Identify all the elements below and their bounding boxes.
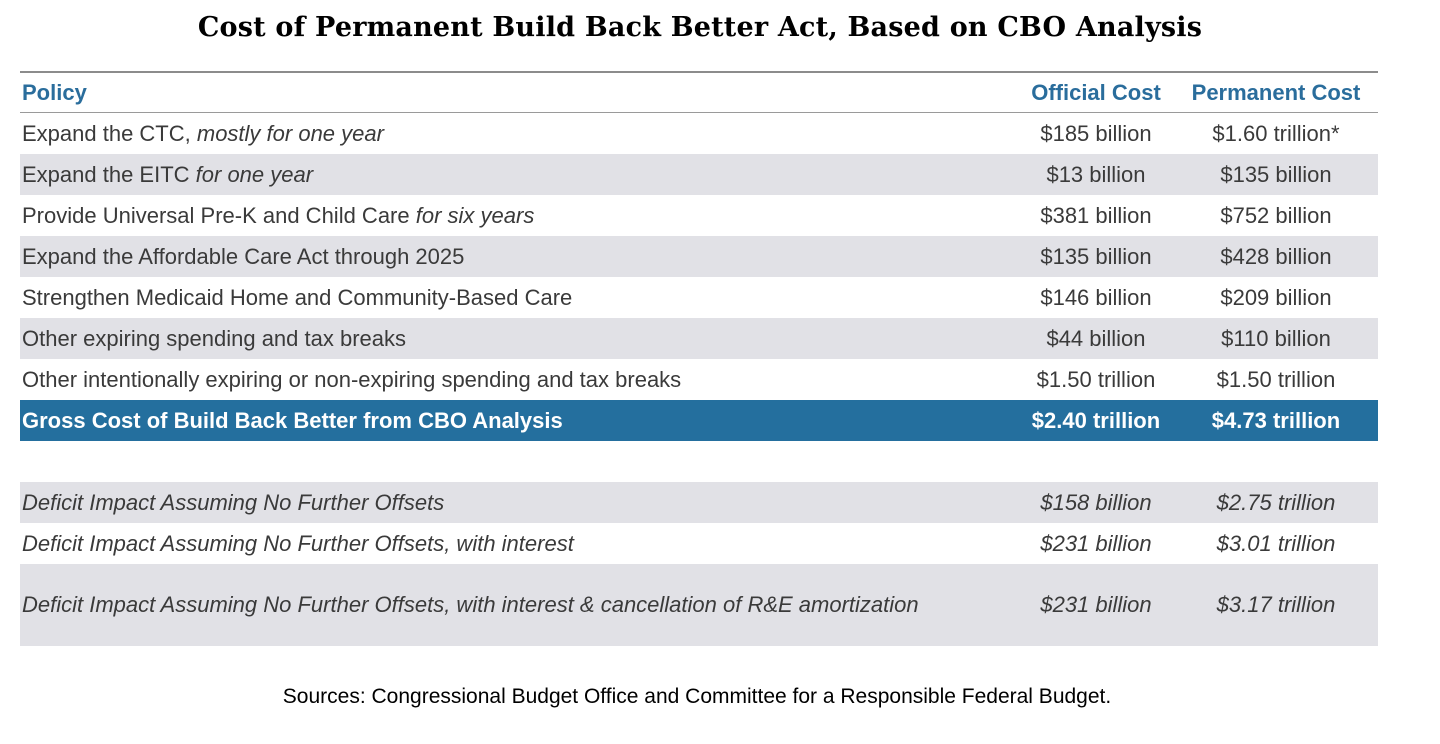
policy-text: Expand the EITC [22,161,196,187]
policy-cell: Expand the EITC for one year [20,155,1014,195]
permanent-cost-cell: $135 billion [1220,161,1332,187]
policy-text: Provide Universal Pre-K and Child Care [22,202,416,228]
policy-cell: Other intentionally expiring or non-expi… [22,366,682,392]
policy-cell: Expand the Affordable Care Act through 2… [22,243,465,269]
policy-qualifier: for one year [195,161,314,187]
official-cost-cell: $135 billion [1040,243,1152,269]
deficit-row: Deficit Impact Assuming No Further Offse… [20,523,1378,564]
table-row: Strengthen Medicaid Home and Community-B… [20,277,1378,318]
official-cost-cell: $13 billion [1046,161,1146,187]
official-cost-cell: $146 billion [1040,284,1152,310]
table-header-row: Policy Official Cost Permanent Cost [20,73,1378,113]
deficit-row: Deficit Impact Assuming No Further Offse… [20,482,1378,523]
policy-qualifier: mostly for one year [196,120,384,146]
official-cost-cell: $1.50 trillion [1036,366,1156,392]
deficit-label: Deficit Impact Assuming No Further Offse… [22,489,445,515]
official-cost-cell: $44 billion [1046,325,1146,351]
table-row: Expand the Affordable Care Act through 2… [20,236,1378,277]
table-row: Provide Universal Pre-K and Child Care f… [20,195,1378,236]
header-permanent-cost: Permanent Cost [1191,79,1361,105]
table-row: Expand the CTC, mostly for one year $185… [20,113,1378,154]
official-cost-cell: $381 billion [1040,202,1152,228]
total-permanent-cost: $4.73 trillion [1211,407,1341,433]
deficit-label: Deficit Impact Assuming No Further Offse… [22,592,919,617]
table-row: Other expiring spending and tax breaks $… [20,318,1378,359]
deficit-label: Deficit Impact Assuming No Further Offse… [22,530,574,556]
permanent-cost-cell: $428 billion [1220,243,1332,269]
policy-cell: Other expiring spending and tax breaks [22,325,407,351]
deficit-permanent-cost: $3.01 trillion [1216,530,1336,556]
table-row: Expand the EITC for one year $13 billion… [20,154,1378,195]
policy-cell: Provide Universal Pre-K and Child Care f… [20,196,1014,236]
permanent-cost-cell: $752 billion [1220,202,1332,228]
table-title: Cost of Permanent Build Back Better Act,… [197,12,1203,43]
deficit-permanent-cost: $2.75 trillion [1216,489,1336,515]
deficit-official-cost: $231 billion [1040,530,1152,556]
policy-qualifier: for six years [415,202,535,228]
deficit-permanent-cost: $3.17 trillion [1216,592,1336,617]
permanent-cost-cell: $1.60 trillion* [1212,120,1340,146]
deficit-row: Deficit Impact Assuming No Further Offse… [20,564,1378,646]
top-rule [20,71,1378,73]
deficit-official-cost: $231 billion [1040,592,1152,617]
total-official-cost: $2.40 trillion [1031,407,1161,433]
policy-text: Expand the CTC, [22,120,197,146]
permanent-cost-cell: $209 billion [1220,284,1332,310]
policy-cell: Expand the CTC, mostly for one year [20,114,1014,154]
total-row: Gross Cost of Build Back Better from CBO… [20,400,1378,441]
header-policy: Policy [22,79,87,105]
cost-table: Policy Official Cost Permanent Cost Expa… [20,71,1378,646]
deficit-official-cost: $158 billion [1040,489,1152,515]
header-official-cost: Official Cost [1031,79,1161,105]
official-cost-cell: $185 billion [1040,120,1152,146]
policy-cell: Strengthen Medicaid Home and Community-B… [22,284,573,310]
permanent-cost-cell: $110 billion [1221,325,1331,351]
permanent-cost-cell: $1.50 trillion [1216,366,1336,392]
source-note: Sources: Congressional Budget Office and… [282,685,1112,708]
table-row: Other intentionally expiring or non-expi… [20,359,1378,400]
total-label: Gross Cost of Build Back Better from CBO… [22,407,563,433]
row-spacer [20,441,1378,482]
